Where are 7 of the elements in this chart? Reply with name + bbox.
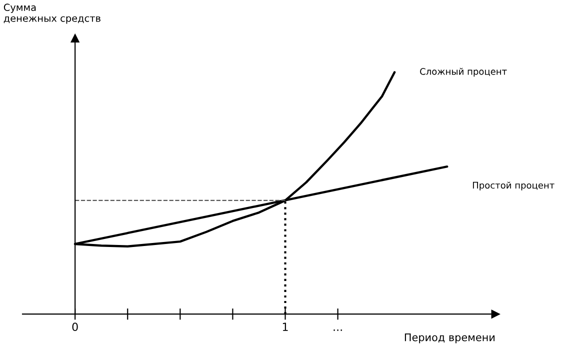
x-tick-label: ...	[334, 330, 342, 331]
text: Простой процент	[472, 182, 554, 190]
x-tick-label: 1	[282, 322, 288, 331]
x-axis-title: Период времени	[404, 334, 494, 344]
text: Сложный процент	[420, 68, 507, 77]
x-tick-label: 0	[72, 322, 78, 332]
y-axis-title: Сумма денежных средств	[4, 4, 100, 24]
